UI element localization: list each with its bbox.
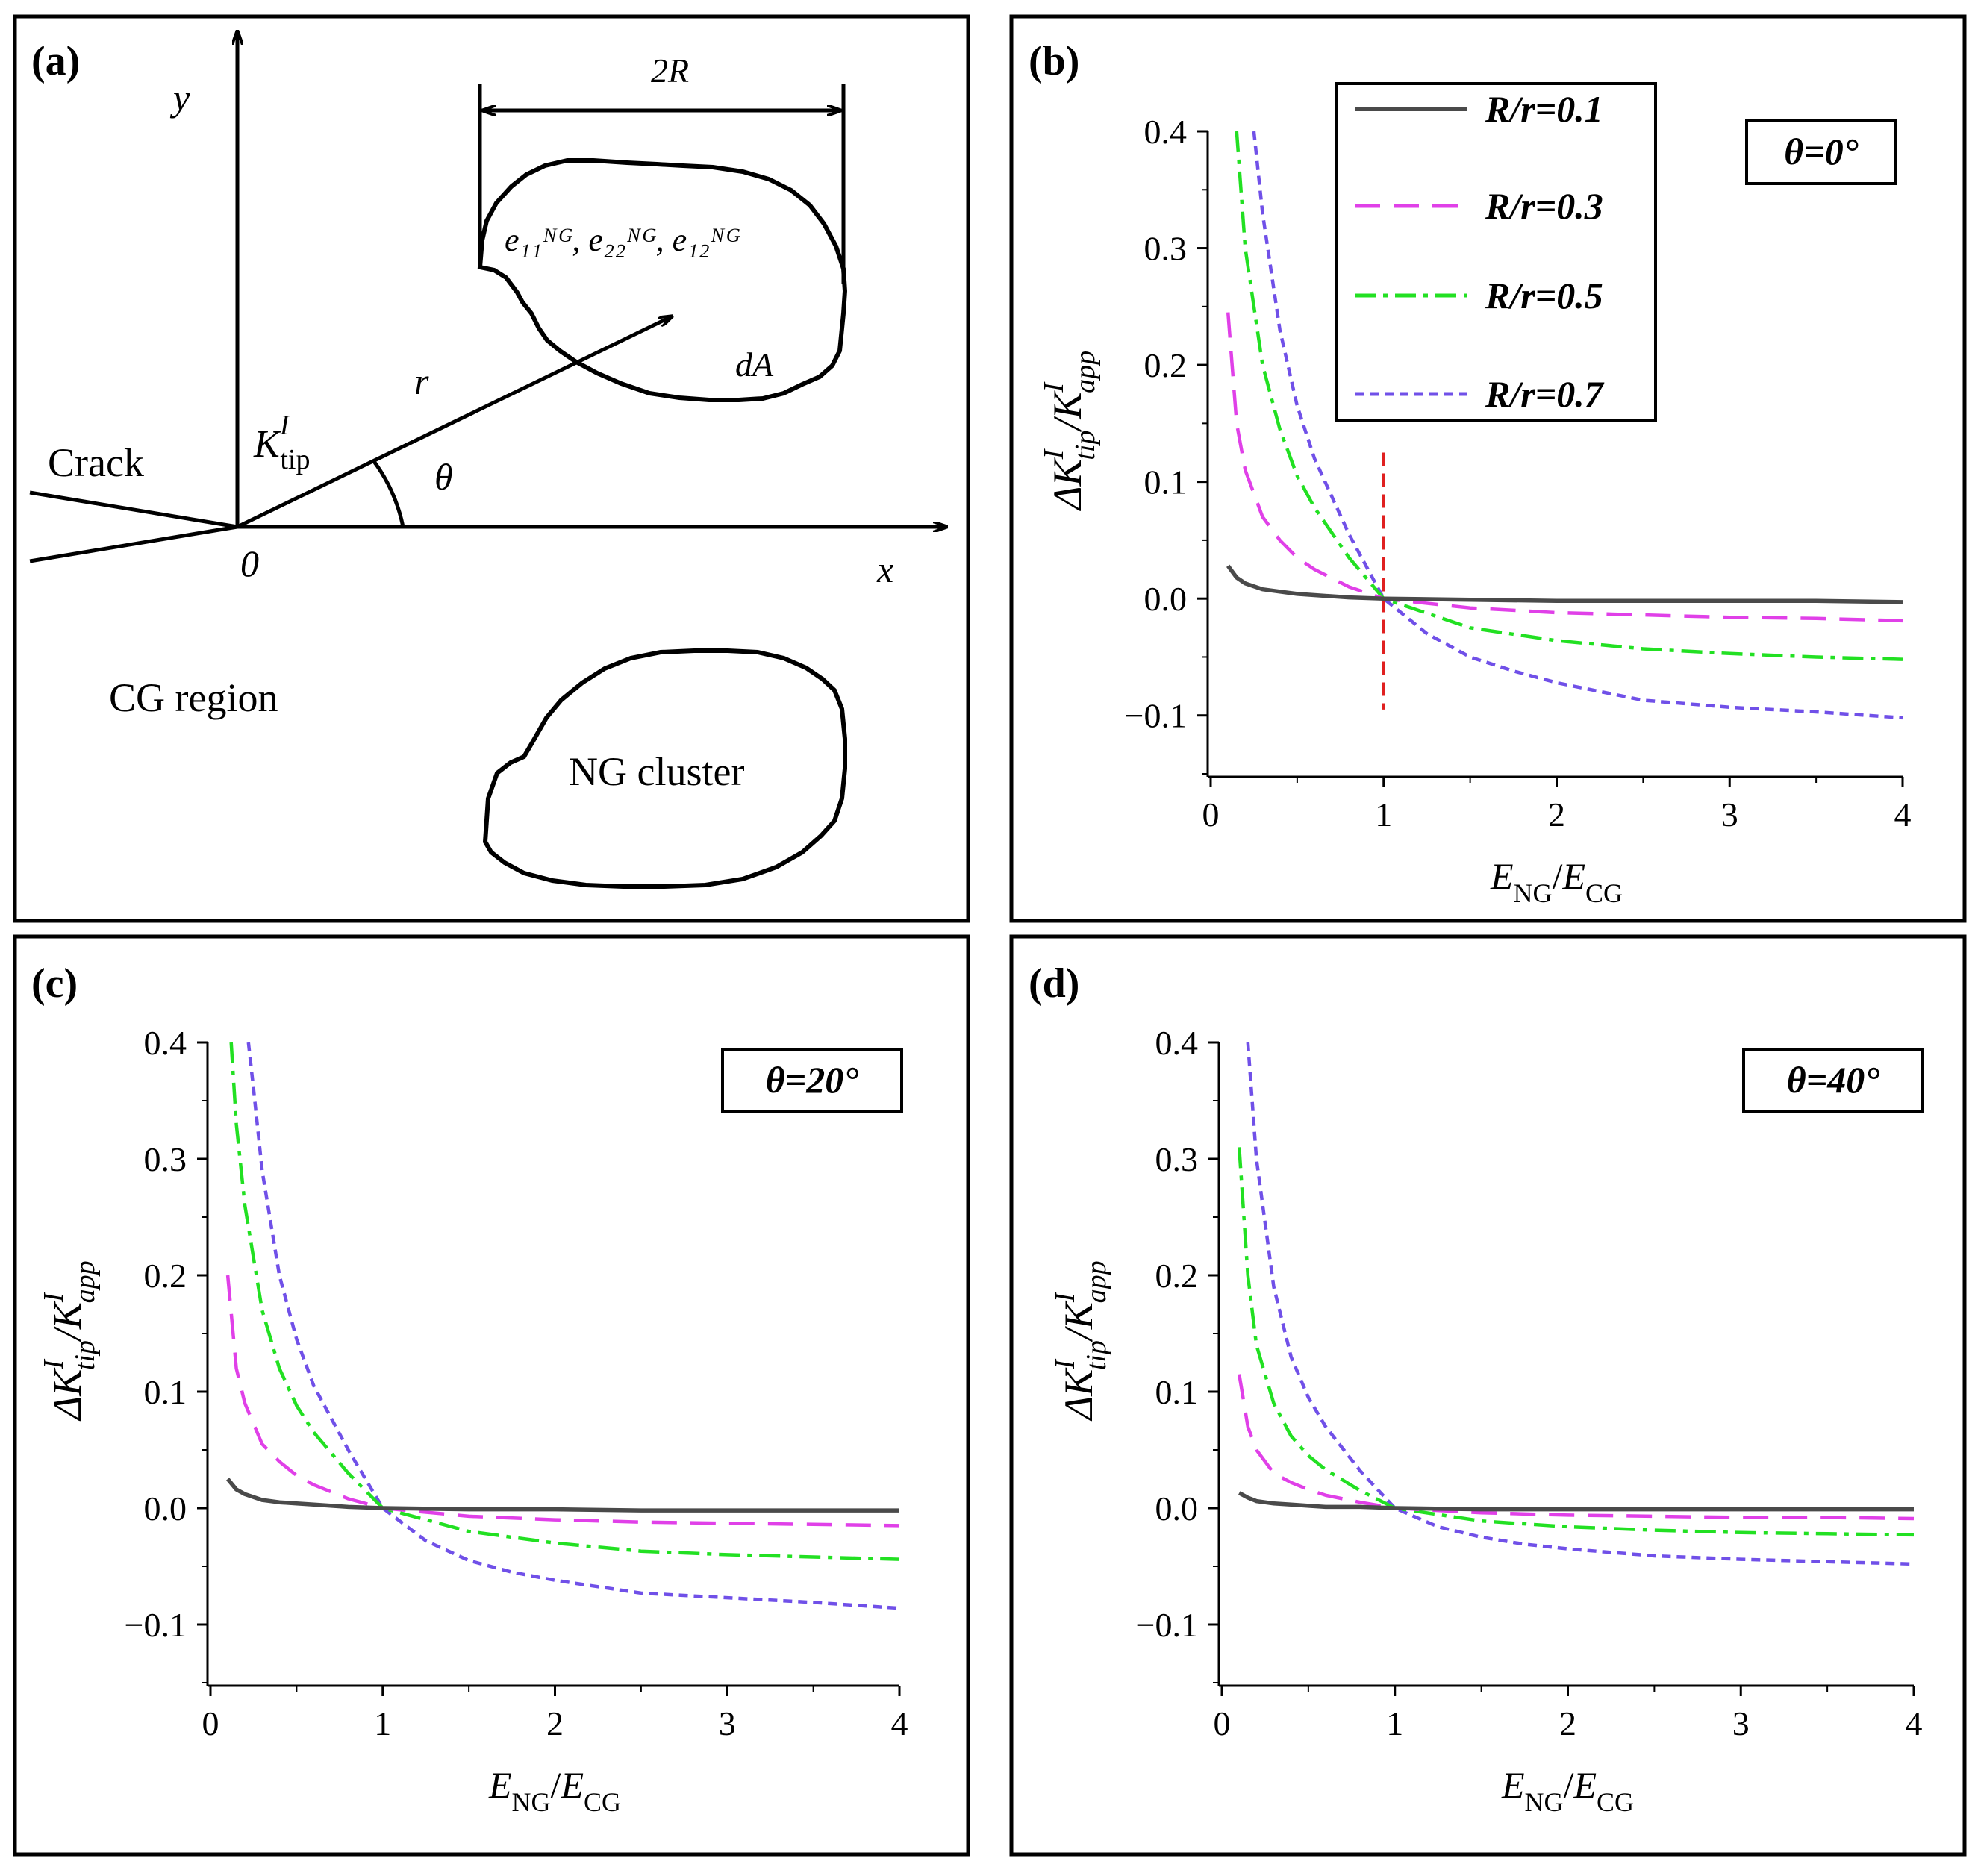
x-tick-label: 1 (1375, 795, 1392, 834)
series-line-rr03 (1226, 312, 1903, 623)
badge-b: θ=0° (1784, 131, 1858, 172)
series-line-rr03 (1237, 1374, 1915, 1521)
legend-frame (1335, 82, 1657, 422)
x-axis-label: x (876, 548, 893, 590)
y-tick-label: 0.2 (1144, 346, 1188, 384)
y-tick-label: −0.1 (1125, 697, 1187, 735)
x-tick-label: 2 (1559, 1704, 1576, 1742)
y-tick-label: 0.4 (144, 1024, 187, 1062)
series-line-rr03 (225, 1275, 900, 1528)
crack-label: Crack (48, 440, 144, 485)
legend-label-rr05: R/r=0.5 (1485, 275, 1603, 316)
y-axis-title: ΔKItip/KIapp (38, 1260, 101, 1421)
panel-b-frame (1009, 14, 1967, 923)
y-axis-title: ΔKItip/KIapp (1038, 351, 1101, 511)
x-axis-title: ENG/ECG (1501, 1764, 1634, 1817)
y-axis-label: y (169, 77, 190, 119)
x-tick-label: 3 (719, 1704, 736, 1742)
x-tick-label: 0 (1214, 1704, 1231, 1742)
origin-label: 0 (240, 543, 259, 584)
crack-upper-edge (29, 490, 238, 529)
crack-lower-edge (29, 525, 238, 563)
panel-c: (c) 0 1 2 3 4 −0.1 0.0 0.1 0.2 0.3 0.4 ENG/ECG ΔKIti… (31, 960, 908, 1817)
y-tick-label: 0.1 (1155, 1373, 1199, 1411)
panel-c-frame (13, 934, 970, 1857)
legend-label-rr07: R/r=0.7 (1485, 373, 1605, 415)
badge-d-frame (1742, 1048, 1924, 1113)
badge-c-frame (721, 1048, 903, 1113)
y-tick-label: 0.2 (1155, 1257, 1199, 1295)
series-line-rr07 (1246, 1042, 1915, 1566)
panel-a-schematic: (a) y x 0 Crack KI tip r θ 2R e₁₁ᴺᴳ, e₂₂ᴺ… (29, 31, 946, 889)
ng-cluster-label: NG cluster (569, 749, 744, 794)
panel-b-label: (b) (1029, 38, 1079, 84)
x-tick-label: 0 (202, 1704, 219, 1742)
x-tick-label: 0 (1202, 795, 1220, 834)
panel-d-label: (d) (1029, 960, 1079, 1007)
legend: R/r=0.1 R/r=0.3 R/r=0.5 R/r=0.7 (1335, 82, 1657, 422)
y-axis-title: ΔKItip/KIapp (1049, 1260, 1112, 1421)
y-tick-label: 0.3 (1155, 1140, 1199, 1178)
series-line-rr05 (229, 1042, 900, 1561)
y-tick-label: 0.0 (1144, 580, 1188, 618)
panel-a-frame (13, 14, 970, 923)
panel-a-label: (a) (31, 38, 80, 84)
x-tick-label: 4 (891, 1704, 908, 1742)
x-axis-title: ENG/ECG (488, 1764, 621, 1817)
r-vector-arrow (236, 316, 672, 529)
series-line-rr01 (1238, 1491, 1914, 1512)
strain-components-label: e₁₁ᴺᴳ, e₂₂ᴺᴳ, e₁₂ᴺᴳ (505, 222, 740, 258)
series-line-rr01 (1226, 564, 1903, 604)
x-tick-label: 1 (1386, 1704, 1403, 1742)
badge-d: θ=40° (1787, 1059, 1879, 1101)
cg-region-label: CG region (109, 675, 278, 720)
x-tick-label: 4 (1906, 1704, 1923, 1742)
plot-c: 0 1 2 3 4 −0.1 0.0 0.1 0.2 0.3 0.4 ENG/ECG ΔKItip/KI… (38, 1024, 908, 1817)
legend-label-rr01: R/r=0.1 (1485, 88, 1603, 130)
panel-c-label: (c) (31, 960, 78, 1007)
y-tick-label: −0.1 (125, 1606, 187, 1644)
x-tick-label: 2 (1548, 795, 1565, 834)
legend-label-rr03: R/r=0.3 (1485, 185, 1603, 227)
series-line-rr05 (1237, 1147, 1915, 1537)
panel-d: (d) 0 1 2 3 4 −0.1 0.0 0.1 0.2 0.3 0.4 ENG/ECG ΔKIti… (1029, 960, 1924, 1817)
y-tick-label: 0.1 (144, 1373, 187, 1411)
series-line-rr01 (225, 1478, 899, 1513)
dA-label: dA (735, 346, 774, 384)
ng-cluster-lower (482, 648, 847, 889)
k-tip-label: KI tip (253, 410, 310, 475)
series-line-rr07 (1252, 131, 1903, 720)
plot-d: 0 1 2 3 4 −0.1 0.0 0.1 0.2 0.3 0.4 ENG/ECG ΔKItip/KI… (1049, 1024, 1923, 1817)
y-tick-label: 0.4 (1144, 113, 1188, 151)
y-tick-label: 0.4 (1155, 1024, 1199, 1062)
series-line-rr05 (1235, 131, 1903, 661)
y-tick-label: 0.1 (1144, 463, 1188, 501)
plot-b: 0 1 2 3 4 −0.1 0.0 0.1 0.2 0.3 0.4 ENG/ECG ΔKItip/KI… (1038, 113, 1912, 908)
r-label: r (414, 360, 429, 402)
x-axis-title: ENG/ECG (1490, 855, 1623, 908)
badge-b-frame (1745, 119, 1897, 185)
x-tick-label: 3 (1732, 1704, 1750, 1742)
x-tick-label: 1 (374, 1704, 391, 1742)
x-tick-label: 2 (546, 1704, 564, 1742)
panel-b: (b) 0 1 2 3 4 −0.1 0.0 0.1 0.2 0.3 0.4 ENG/ECG ΔKIti… (1029, 38, 1912, 908)
y-tick-label: 0.3 (144, 1140, 187, 1178)
dimension-label: 2R (651, 51, 689, 90)
badge-c: θ=20° (766, 1059, 858, 1101)
y-tick-label: −0.1 (1136, 1606, 1198, 1644)
theta-arc (372, 459, 405, 528)
x-tick-label: 4 (1894, 795, 1912, 834)
y-tick-label: 0.2 (144, 1257, 187, 1295)
y-tick-label: 0.0 (1155, 1489, 1199, 1528)
y-tick-label: 0.3 (1144, 230, 1188, 268)
y-tick-label: 0.0 (144, 1489, 187, 1528)
x-tick-label: 3 (1721, 795, 1738, 834)
theta-label: θ (434, 456, 453, 498)
panel-d-frame (1009, 934, 1967, 1857)
series-line-rr07 (246, 1042, 900, 1610)
ng-cluster-upper (477, 158, 848, 402)
